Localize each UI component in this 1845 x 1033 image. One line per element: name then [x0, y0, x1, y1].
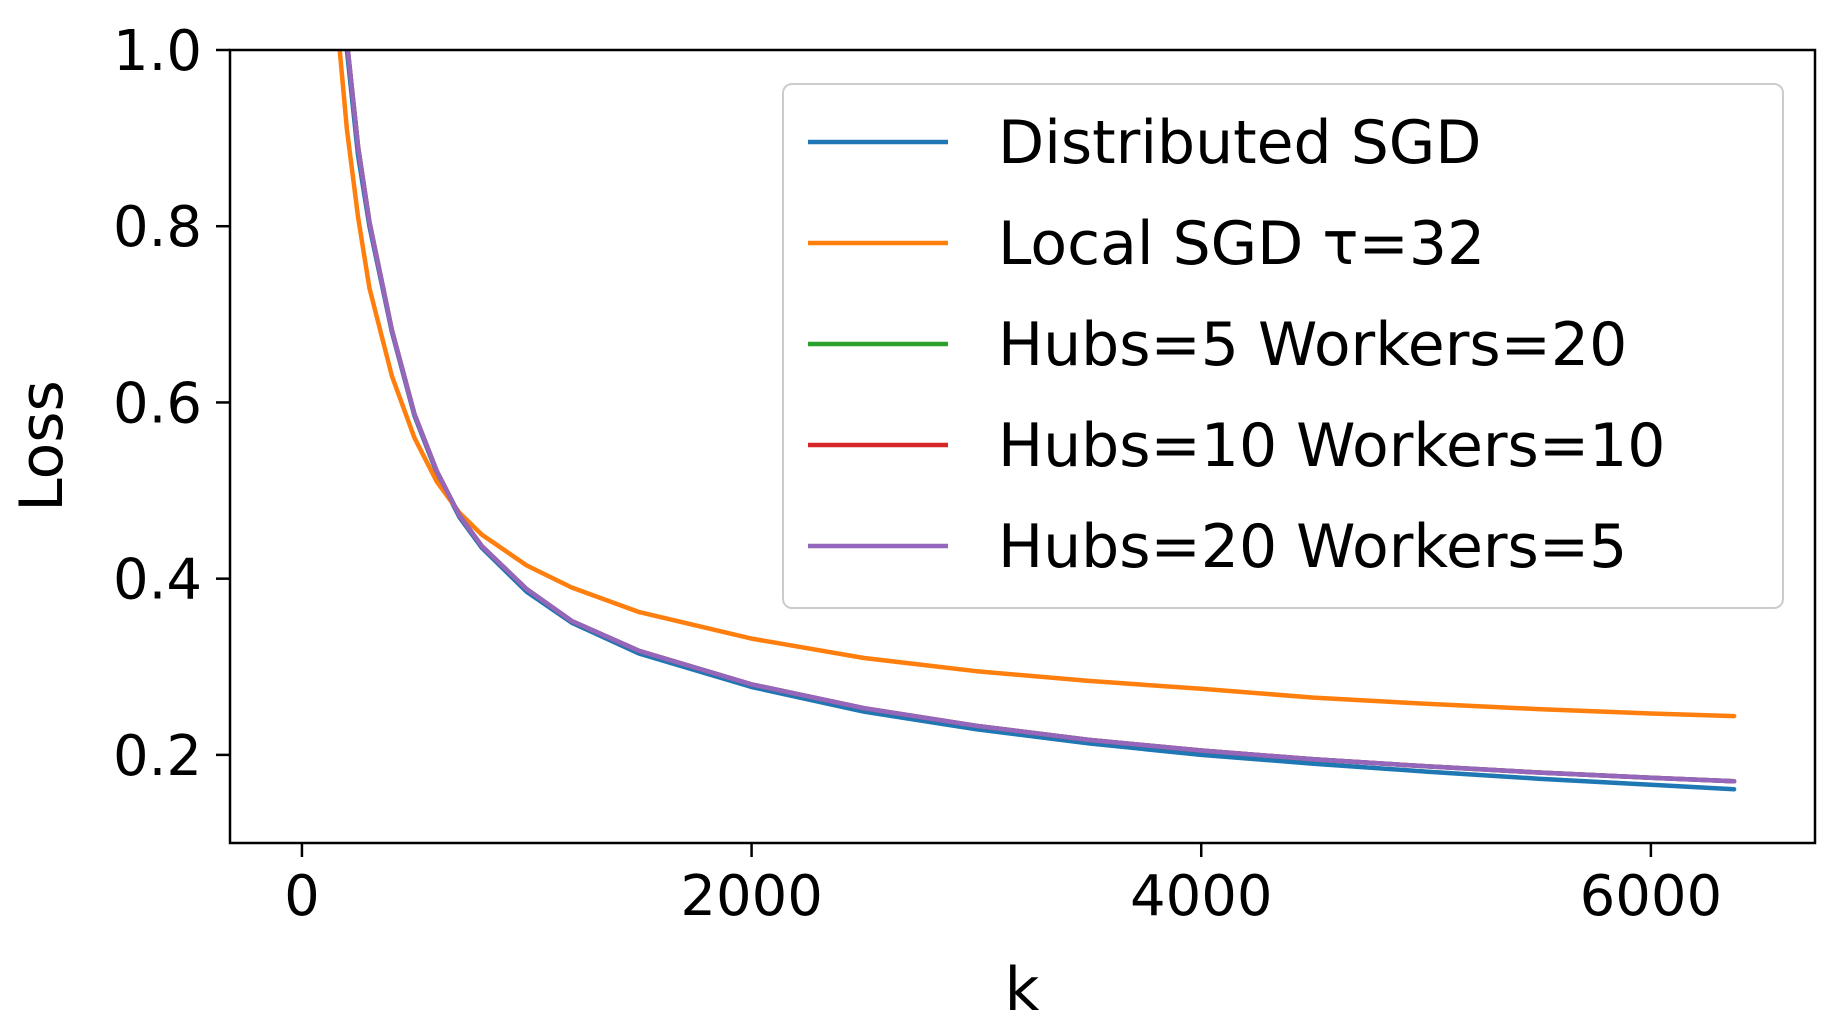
y-tick-label: 0.8 [113, 195, 202, 260]
legend-label: Hubs=5 Workers=20 [998, 310, 1627, 380]
y-tick-label: 0.2 [113, 724, 202, 789]
series-line-5 [345, 50, 1737, 784]
legend: Distributed SGD Local SGD τ=32 Hubs=5 Work… [782, 83, 1784, 609]
x-tick-label: 0 [284, 864, 320, 929]
legend-label: Hubs=10 Workers=10 [998, 411, 1665, 481]
x-tick-label: 4000 [1130, 864, 1273, 929]
legend-label: Hubs=20 Workers=5 [998, 512, 1627, 582]
y-axis-label: Loss [7, 380, 77, 512]
y-tick-label: 0.6 [113, 371, 202, 436]
legend-label: Distributed SGD [998, 108, 1482, 178]
legend-label: Local SGD τ=32 [998, 209, 1485, 279]
y-tick-label: 1.0 [113, 19, 202, 84]
plot-frame [228, 48, 1817, 845]
x-axis-label: k [1005, 955, 1040, 1025]
series-line-2 [337, 50, 1737, 719]
x-tick-label: 6000 [1580, 864, 1723, 929]
y-tick-label: 0.4 [113, 548, 202, 613]
legend-box [782, 83, 1784, 609]
x-tick-label: 2000 [680, 864, 823, 929]
